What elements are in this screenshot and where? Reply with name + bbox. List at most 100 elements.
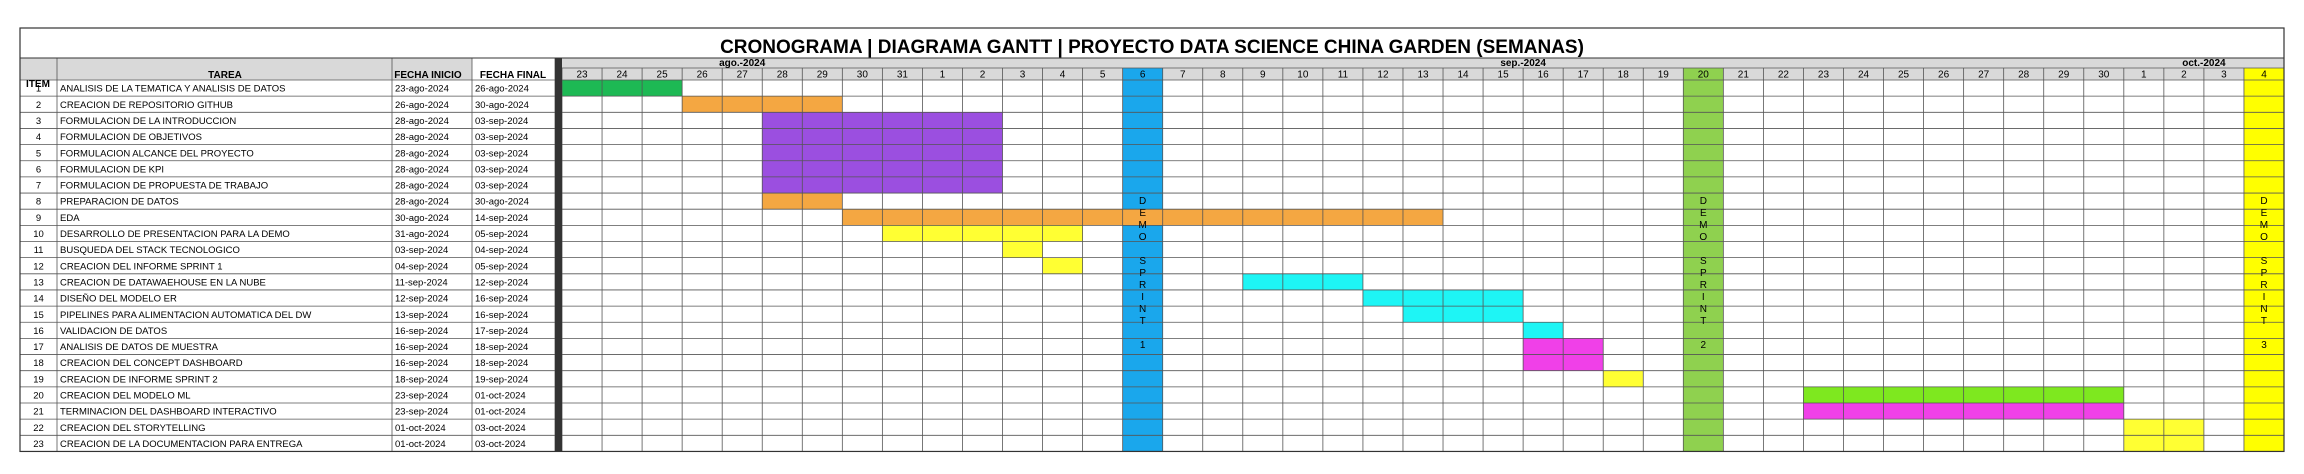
task-start-date: 11-sep-2024 xyxy=(395,277,448,288)
milestone-label-char: I xyxy=(1702,292,1705,303)
milestone-label-char: I xyxy=(1141,292,1144,303)
task-name: DISEÑO DEL MODELO ER xyxy=(60,294,177,305)
task-start-date: 30-ago-2024 xyxy=(395,213,449,224)
task-name: CREACION DE REPOSITORIO GITHUB xyxy=(60,100,233,111)
day-label: 22 xyxy=(1778,70,1790,81)
header-item: ITEM xyxy=(26,79,50,90)
task-item-number: 14 xyxy=(33,294,44,305)
day-label: 13 xyxy=(1417,70,1429,81)
day-label: 3 xyxy=(1020,70,1026,81)
day-label: 28 xyxy=(777,70,789,81)
task-start-date: 28-ago-2024 xyxy=(395,132,449,143)
day-label: 24 xyxy=(1858,70,1870,81)
milestone-label-char: 2 xyxy=(1701,340,1707,351)
milestone-label-char: D xyxy=(1700,196,1707,207)
grid-layer xyxy=(19,27,2285,453)
task-end-date: 30-ago-2024 xyxy=(475,197,529,208)
task-name: VALIDACION DE DATOS xyxy=(60,326,167,337)
task-name: ANALISIS DE LA TEMATICA Y ANALISIS DE DA… xyxy=(60,84,285,95)
chart-title: CRONOGRAMA | DIAGRAMA GANTT | PROYECTO D… xyxy=(720,37,1584,58)
task-item-number: 21 xyxy=(33,407,44,418)
header-tarea: TAREA xyxy=(208,70,242,81)
day-label: 2 xyxy=(980,70,986,81)
day-label: 27 xyxy=(737,70,749,81)
task-item-number: 23 xyxy=(33,439,44,450)
day-label: 26 xyxy=(697,70,709,81)
table-separator xyxy=(555,58,562,452)
milestone-label-char: E xyxy=(2261,208,2268,219)
task-start-date: 28-ago-2024 xyxy=(395,164,449,175)
task-item-number: 17 xyxy=(33,342,44,353)
task-item-number: 16 xyxy=(33,326,44,337)
day-label: 11 xyxy=(1338,70,1349,81)
task-bar xyxy=(882,225,1083,242)
day-label: 29 xyxy=(817,70,829,81)
task-item-number: 22 xyxy=(33,423,44,434)
task-item-number: 13 xyxy=(33,277,44,288)
task-name: ANALISIS DE DATOS DE MUESTRA xyxy=(60,342,219,353)
task-end-date: 16-sep-2024 xyxy=(475,294,528,305)
month-label: ago.-2024 xyxy=(719,58,766,69)
day-label: 23 xyxy=(1818,70,1830,81)
day-label: 16 xyxy=(1538,70,1550,81)
task-start-date: 01-oct-2024 xyxy=(395,423,446,434)
milestone-label-char: O xyxy=(1139,232,1147,243)
milestone-label-char: D xyxy=(2260,196,2267,207)
task-item-number: 12 xyxy=(33,261,44,272)
task-name: EDA xyxy=(60,213,80,224)
milestone-label-char: N xyxy=(2260,304,2267,315)
task-item-number: 5 xyxy=(36,148,41,159)
task-end-date: 12-sep-2024 xyxy=(475,277,528,288)
day-label: 7 xyxy=(1180,70,1186,81)
day-label: 21 xyxy=(1738,70,1750,81)
day-label: 14 xyxy=(1457,70,1469,81)
month-label: sep.-2024 xyxy=(1500,58,1546,69)
milestone-label-char: P xyxy=(1139,268,1146,279)
task-name: CREACION DEL MODELO ML xyxy=(60,391,191,402)
milestone-label-char: T xyxy=(1140,316,1146,327)
day-label: 9 xyxy=(1260,70,1266,81)
day-label: 19 xyxy=(1658,70,1670,81)
task-name: PREPARACION DE DATOS xyxy=(60,197,179,208)
task-end-date: 03-oct-2024 xyxy=(475,423,526,434)
fecha-final-header-bg xyxy=(472,58,555,80)
day-label: 2 xyxy=(2181,70,2187,81)
task-start-date: 23-sep-2024 xyxy=(395,391,448,402)
task-end-date: 03-sep-2024 xyxy=(475,132,528,143)
header-fecha-inicio: FECHA INICIO xyxy=(394,70,462,81)
header-fecha-final: FECHA FINAL xyxy=(480,70,546,81)
task-end-date: 18-sep-2024 xyxy=(475,358,528,369)
day-label: 17 xyxy=(1578,70,1590,81)
task-start-date: 18-sep-2024 xyxy=(395,374,448,385)
task-name: FORMULACION DE LA INTRODUCCION xyxy=(60,116,236,127)
day-label: 1 xyxy=(940,70,946,81)
day-label: 12 xyxy=(1377,70,1389,81)
task-item-number: 1 xyxy=(36,84,41,95)
task-end-date: 19-sep-2024 xyxy=(475,374,528,385)
task-end-date: 01-oct-2024 xyxy=(475,391,526,402)
task-name: CREACION DE LA DOCUMENTACION PARA ENTREG… xyxy=(60,439,303,450)
task-start-date: 13-sep-2024 xyxy=(395,310,448,321)
month-label: oct.-2024 xyxy=(2182,58,2226,69)
task-start-date: 28-ago-2024 xyxy=(395,116,449,127)
day-label: 24 xyxy=(617,70,629,81)
task-item-number: 15 xyxy=(33,310,44,321)
task-name: FORMULACION DE KPI xyxy=(60,164,164,175)
task-start-date: 01-oct-2024 xyxy=(395,439,446,450)
day-label: 27 xyxy=(1978,70,1990,81)
milestone-label-char: P xyxy=(2261,268,2268,279)
task-name: FORMULACION ALCANCE DEL PROYECTO xyxy=(60,148,254,159)
day-label: 18 xyxy=(1618,70,1630,81)
day-label: 30 xyxy=(2098,70,2110,81)
task-end-date: 26-ago-2024 xyxy=(475,84,529,95)
milestone-label-char: R xyxy=(2260,280,2267,291)
task-end-date: 30-ago-2024 xyxy=(475,100,529,111)
milestone-label-char: E xyxy=(1700,208,1707,219)
milestone-column xyxy=(1122,68,1163,452)
table-border xyxy=(19,27,2285,453)
milestone-column xyxy=(2243,68,2284,452)
task-name: FORMULACION DE OBJETIVOS xyxy=(60,132,202,143)
task-end-date: 03-sep-2024 xyxy=(475,181,528,192)
day-label: 23 xyxy=(576,70,588,81)
task-name: DESARROLLO DE PRESENTACION PARA LA DEMO xyxy=(60,229,290,240)
